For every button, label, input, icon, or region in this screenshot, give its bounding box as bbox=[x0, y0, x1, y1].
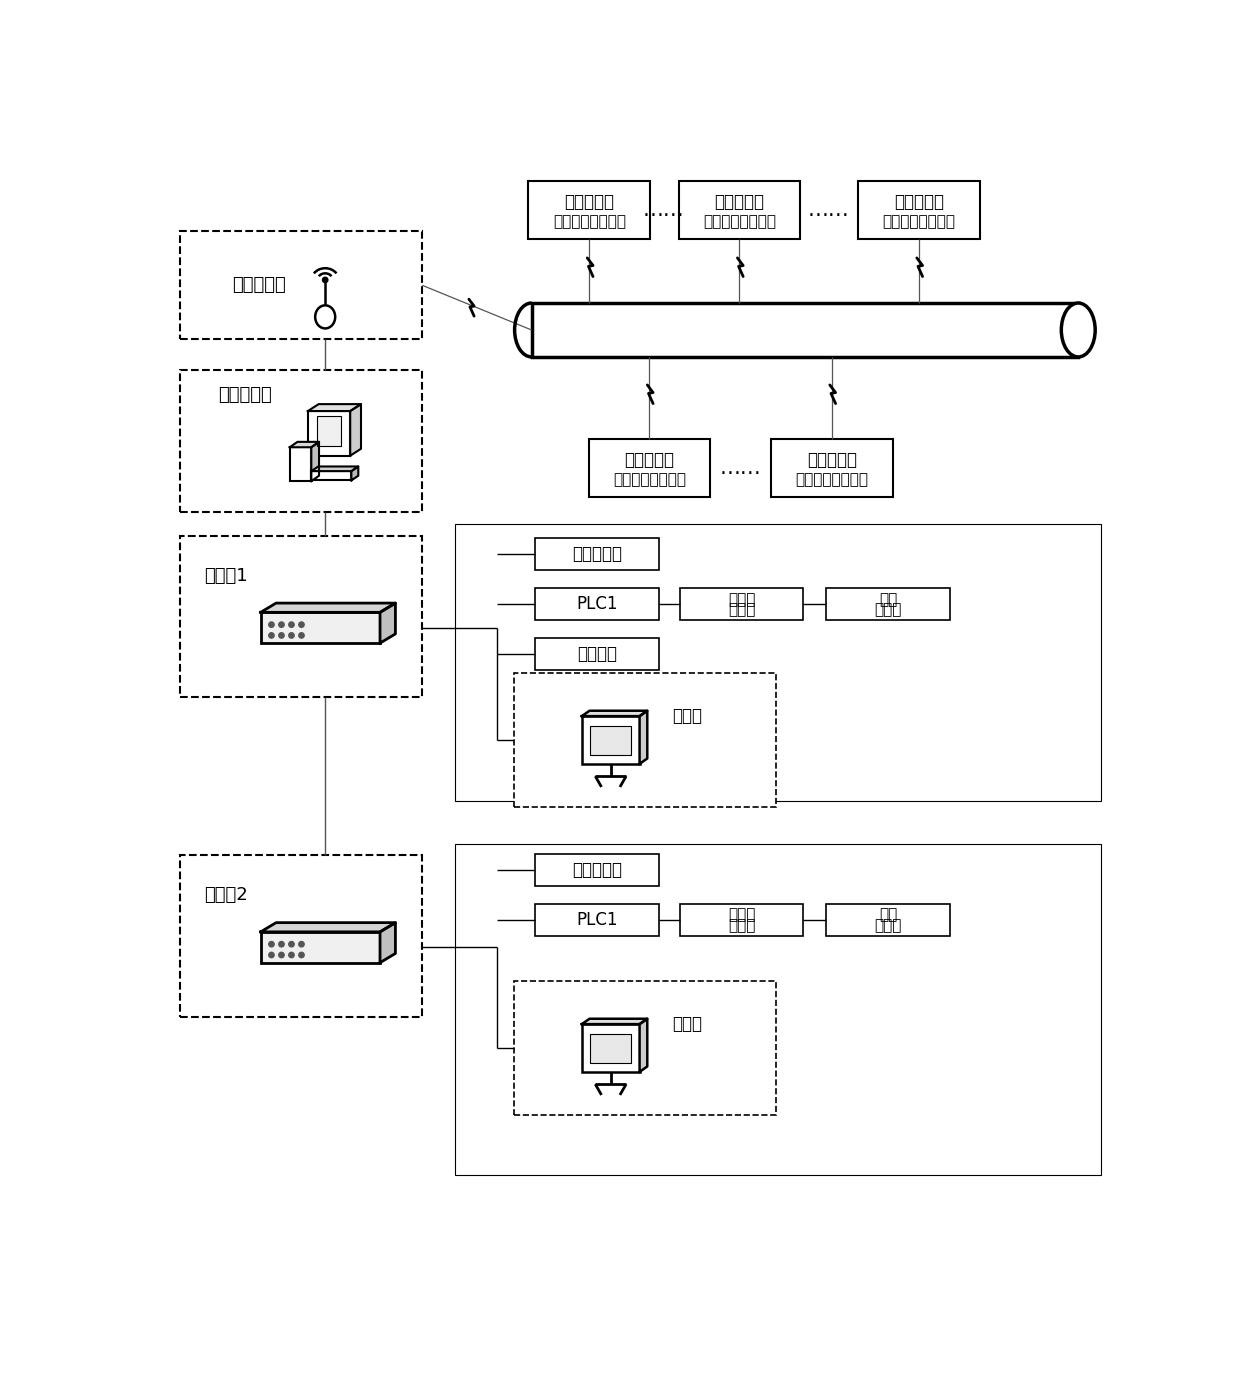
Text: 可移动平台: 可移动平台 bbox=[625, 451, 675, 469]
Text: （分布式控制器）: （分布式控制器） bbox=[703, 214, 776, 230]
FancyBboxPatch shape bbox=[536, 638, 658, 671]
Text: 触摸屏: 触摸屏 bbox=[672, 707, 702, 725]
Polygon shape bbox=[260, 603, 396, 613]
Text: 机器人: 机器人 bbox=[874, 603, 901, 617]
Text: 触摸屏: 触摸屏 bbox=[672, 1015, 702, 1033]
Polygon shape bbox=[379, 603, 396, 643]
Text: PLC1: PLC1 bbox=[577, 595, 618, 613]
Text: （分布式控制器）: （分布式控制器） bbox=[613, 472, 686, 487]
FancyBboxPatch shape bbox=[260, 932, 379, 963]
FancyBboxPatch shape bbox=[536, 538, 658, 570]
Circle shape bbox=[299, 622, 304, 628]
FancyBboxPatch shape bbox=[826, 903, 950, 936]
Polygon shape bbox=[311, 441, 319, 481]
FancyBboxPatch shape bbox=[532, 303, 1079, 357]
FancyBboxPatch shape bbox=[180, 855, 422, 1017]
FancyBboxPatch shape bbox=[681, 588, 804, 620]
FancyBboxPatch shape bbox=[826, 588, 950, 620]
FancyBboxPatch shape bbox=[180, 535, 422, 697]
Text: 机器人: 机器人 bbox=[728, 907, 755, 922]
Circle shape bbox=[269, 953, 274, 957]
FancyBboxPatch shape bbox=[311, 472, 351, 480]
Text: 串口服务器: 串口服务器 bbox=[572, 545, 622, 563]
Polygon shape bbox=[379, 922, 396, 963]
FancyBboxPatch shape bbox=[536, 853, 658, 887]
Ellipse shape bbox=[1061, 303, 1095, 357]
Text: 控制器: 控制器 bbox=[728, 918, 755, 934]
Text: （分布式控制器）: （分布式控制器） bbox=[553, 214, 626, 230]
Circle shape bbox=[299, 633, 304, 638]
FancyBboxPatch shape bbox=[589, 440, 711, 496]
Text: ……: …… bbox=[808, 201, 849, 220]
FancyBboxPatch shape bbox=[513, 981, 776, 1115]
Polygon shape bbox=[311, 466, 358, 472]
Circle shape bbox=[279, 942, 284, 947]
FancyBboxPatch shape bbox=[180, 371, 422, 513]
FancyBboxPatch shape bbox=[308, 411, 350, 456]
Text: ……: …… bbox=[719, 458, 761, 479]
Text: 可移动平台: 可移动平台 bbox=[714, 192, 764, 210]
Text: 可移动平台: 可移动平台 bbox=[894, 192, 944, 210]
Text: 可移动平台: 可移动平台 bbox=[564, 192, 614, 210]
FancyBboxPatch shape bbox=[582, 716, 640, 763]
Text: 无线路由器: 无线路由器 bbox=[232, 277, 285, 295]
Circle shape bbox=[289, 622, 294, 628]
FancyBboxPatch shape bbox=[858, 181, 980, 239]
Polygon shape bbox=[290, 441, 319, 447]
Polygon shape bbox=[350, 404, 361, 456]
Text: 交换机1: 交换机1 bbox=[205, 567, 248, 585]
Text: 下料: 下料 bbox=[879, 907, 898, 922]
FancyBboxPatch shape bbox=[582, 1025, 640, 1072]
Polygon shape bbox=[308, 404, 361, 411]
Circle shape bbox=[299, 953, 304, 957]
Text: 上料: 上料 bbox=[879, 592, 898, 607]
Text: 串口服务器: 串口服务器 bbox=[572, 860, 622, 878]
Circle shape bbox=[289, 633, 294, 638]
Text: 交换机2: 交换机2 bbox=[205, 887, 248, 904]
Text: （分布式控制器）: （分布式控制器） bbox=[795, 472, 868, 487]
Text: （分布式控制器）: （分布式控制器） bbox=[883, 214, 955, 230]
FancyBboxPatch shape bbox=[771, 440, 893, 496]
Polygon shape bbox=[582, 1019, 647, 1025]
Polygon shape bbox=[582, 711, 647, 716]
Text: 机器人: 机器人 bbox=[728, 592, 755, 607]
Polygon shape bbox=[640, 711, 647, 763]
Circle shape bbox=[299, 942, 304, 947]
FancyBboxPatch shape bbox=[536, 588, 658, 620]
Text: 可移动平台: 可移动平台 bbox=[807, 451, 857, 469]
FancyBboxPatch shape bbox=[528, 181, 650, 239]
FancyBboxPatch shape bbox=[590, 1033, 631, 1064]
Circle shape bbox=[289, 942, 294, 947]
Text: 中央控制器: 中央控制器 bbox=[218, 386, 272, 404]
FancyBboxPatch shape bbox=[590, 726, 631, 755]
FancyBboxPatch shape bbox=[513, 672, 776, 808]
FancyBboxPatch shape bbox=[678, 181, 800, 239]
Circle shape bbox=[279, 633, 284, 638]
Circle shape bbox=[279, 622, 284, 628]
Circle shape bbox=[279, 953, 284, 957]
Text: PLC1: PLC1 bbox=[577, 911, 618, 929]
Text: 机器人: 机器人 bbox=[874, 918, 901, 934]
Circle shape bbox=[269, 633, 274, 638]
Text: ……: …… bbox=[644, 201, 684, 220]
Text: 控制器: 控制器 bbox=[728, 603, 755, 617]
Polygon shape bbox=[351, 466, 358, 480]
Circle shape bbox=[322, 277, 327, 282]
Polygon shape bbox=[260, 922, 396, 932]
Circle shape bbox=[289, 953, 294, 957]
Polygon shape bbox=[640, 1019, 647, 1072]
Text: 视觉系统: 视觉系统 bbox=[577, 644, 618, 662]
Circle shape bbox=[269, 622, 274, 628]
Ellipse shape bbox=[315, 306, 335, 328]
Circle shape bbox=[269, 942, 274, 947]
FancyBboxPatch shape bbox=[536, 903, 658, 936]
FancyBboxPatch shape bbox=[681, 903, 804, 936]
FancyBboxPatch shape bbox=[316, 416, 341, 445]
FancyBboxPatch shape bbox=[290, 447, 311, 481]
FancyBboxPatch shape bbox=[260, 613, 379, 643]
FancyBboxPatch shape bbox=[180, 231, 422, 339]
